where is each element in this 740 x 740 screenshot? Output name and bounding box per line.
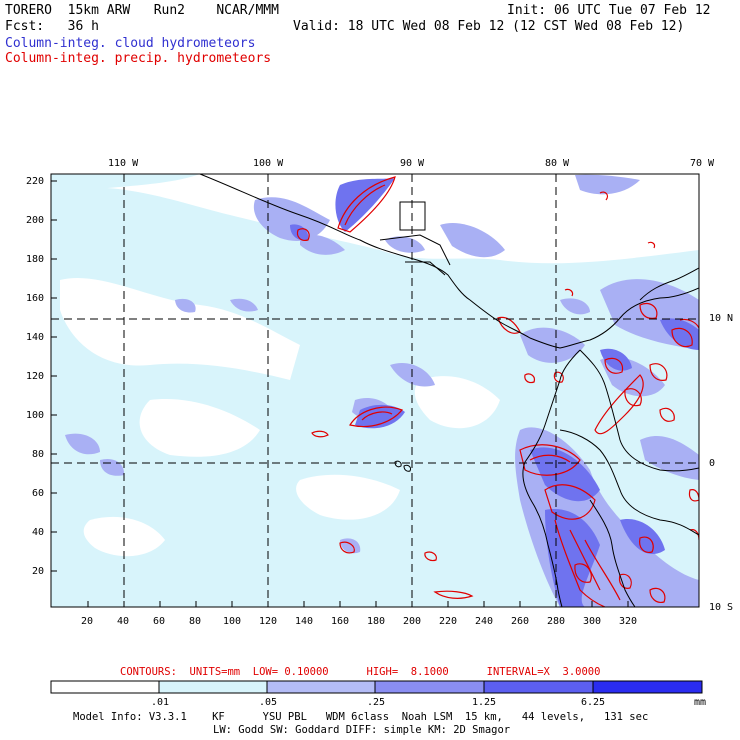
x-tick: 40 xyxy=(117,616,130,627)
valid-time: Valid: 18 UTC Wed 08 Feb 12 (12 CST Wed … xyxy=(293,19,685,34)
x-tick: 260 xyxy=(511,616,530,627)
y-tick: 80 xyxy=(32,449,45,460)
colorbar-label: 6.25 xyxy=(581,697,606,708)
precip-field-label: Column-integ. precip. hydrometeors xyxy=(5,51,272,66)
model-info-line1: Model Info: V3.3.1 KF YSU PBL WDM 6class… xyxy=(73,711,649,723)
colorbar-label: 1.25 xyxy=(472,697,497,708)
lon-label-110w: 110 W xyxy=(108,158,139,169)
y-tick: 100 xyxy=(26,410,45,421)
colorbar-label: .25 xyxy=(367,697,386,708)
x-tick: 120 xyxy=(259,616,278,627)
y-tick: 160 xyxy=(26,293,45,304)
y-tick: 40 xyxy=(32,527,45,538)
cloud-field-label: Column-integ. cloud hydrometeors xyxy=(5,36,256,51)
x-tick: 200 xyxy=(403,616,422,627)
y-tick: 180 xyxy=(26,254,45,265)
lon-label-90w: 90 W xyxy=(400,158,425,169)
y-tick: 120 xyxy=(26,371,45,382)
y-tick: 60 xyxy=(32,488,45,499)
lat-label-10n: 10 N xyxy=(709,313,734,324)
x-tick: 320 xyxy=(619,616,638,627)
lon-label-70w: 70 W xyxy=(690,158,715,169)
colorbar-label: .05 xyxy=(259,697,278,708)
y-tick: 140 xyxy=(26,332,45,343)
colorbar xyxy=(50,680,703,694)
y-tick: 220 xyxy=(26,176,45,187)
cloud-field-dark xyxy=(290,178,699,607)
lon-label-80w: 80 W xyxy=(545,158,570,169)
lon-label-100w: 100 W xyxy=(253,158,284,169)
x-tick: 160 xyxy=(331,616,350,627)
map-frame xyxy=(50,173,700,608)
model-info-line2: LW: Godd SW: Goddard DIFF: simple KM: 2D… xyxy=(213,724,511,736)
x-tick: 280 xyxy=(547,616,566,627)
x-tick: 180 xyxy=(367,616,386,627)
model-run-title: TORERO 15km ARW Run2 NCAR/MMM xyxy=(5,3,279,18)
cloud-field-light xyxy=(51,174,699,607)
x-tick: 20 xyxy=(81,616,94,627)
precip-contours xyxy=(296,176,699,607)
x-tick: 240 xyxy=(475,616,494,627)
y-tick: 20 xyxy=(32,566,45,577)
lat-label-0: 0 xyxy=(709,458,716,469)
cloud-field-medium xyxy=(65,174,699,607)
coastlines xyxy=(199,174,699,607)
frame-ticks xyxy=(51,180,629,607)
forecast-hour: Fcst: 36 h xyxy=(5,19,99,34)
init-time: Init: 06 UTC Tue 07 Feb 12 xyxy=(507,3,711,18)
x-tick: 60 xyxy=(153,616,166,627)
x-tick: 140 xyxy=(295,616,314,627)
contours-info: CONTOURS: UNITS=mm LOW= 0.10000 HIGH= 8.… xyxy=(120,666,601,678)
x-tick: 100 xyxy=(223,616,242,627)
lat-label-10s: 10 S xyxy=(709,602,734,613)
x-tick: 80 xyxy=(189,616,202,627)
colorbar-label: .01 xyxy=(151,697,170,708)
y-tick: 200 xyxy=(26,215,45,226)
x-tick: 220 xyxy=(439,616,458,627)
x-tick: 300 xyxy=(583,616,602,627)
colorbar-units: mm xyxy=(694,697,707,708)
graticule xyxy=(51,174,699,607)
